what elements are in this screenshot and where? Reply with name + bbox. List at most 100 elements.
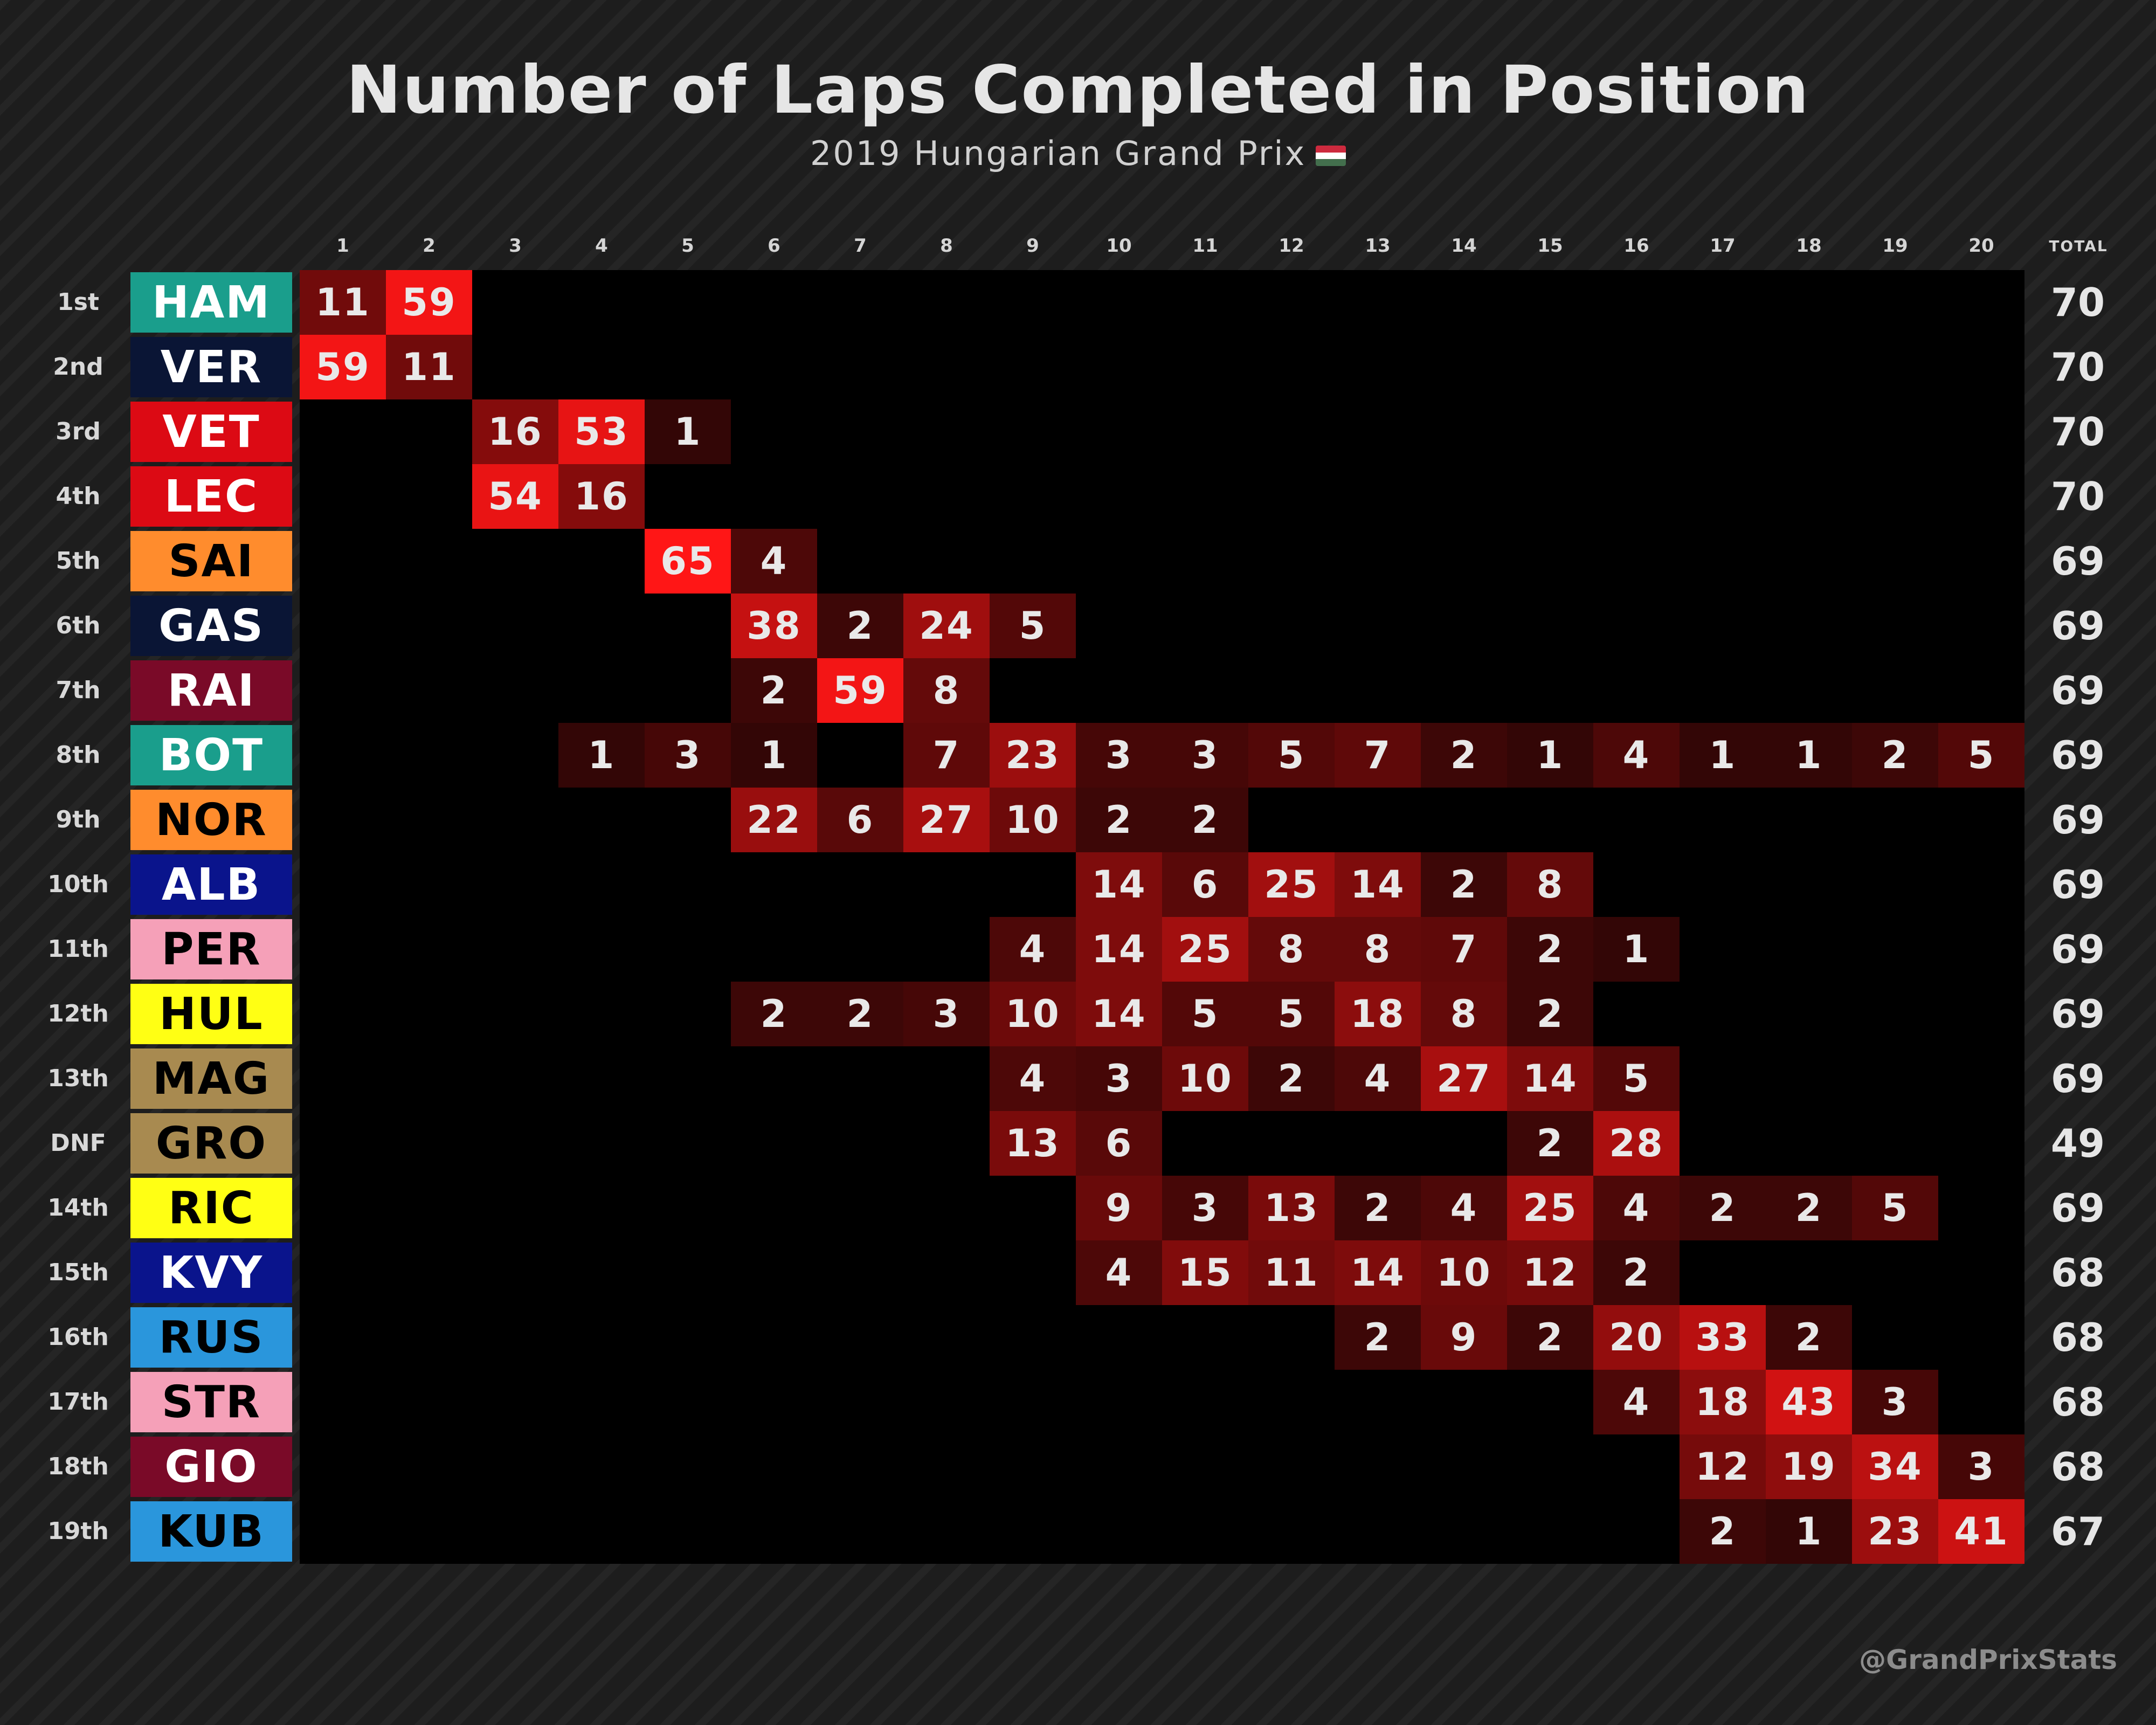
heatmap-cell: 2 (1421, 723, 1507, 788)
row-total: 68 (2050, 1379, 2105, 1425)
heatmap-cell: 38 (731, 594, 817, 658)
heatmap-cell: 12 (1680, 1434, 1766, 1499)
heatmap-cell: 2 (731, 658, 817, 723)
position-label: 3rd (56, 418, 101, 445)
heatmap-cell: 4 (990, 917, 1076, 982)
row-total: 68 (2050, 1250, 2105, 1295)
driver-tag-gro: GRO (130, 1113, 292, 1174)
position-label: 19th (47, 1517, 109, 1545)
row-total: 70 (2050, 474, 2105, 519)
driver-tag-lec: LEC (130, 466, 292, 527)
heatmap-cell: 2 (1593, 1240, 1680, 1305)
driver-tag-mag: MAG (130, 1048, 292, 1109)
heatmap-cell: 27 (903, 788, 990, 852)
heatmap-cell: 14 (1335, 1240, 1421, 1305)
heatmap-cell: 3 (1852, 1370, 1938, 1434)
heatmap-cell: 18 (1680, 1370, 1766, 1434)
heatmap-cell: 11 (1248, 1240, 1335, 1305)
position-label: 13th (47, 1065, 109, 1092)
heatmap-cell: 11 (386, 335, 472, 399)
heatmap-cell: 1 (1766, 723, 1852, 788)
heatmap-cell: 8 (1335, 917, 1421, 982)
watermark: @GrandPrixStats (1859, 1644, 2117, 1675)
row-total: 68 (2050, 1315, 2105, 1360)
heatmap-cell: 18 (1335, 982, 1421, 1046)
heatmap-cell: 2 (1507, 917, 1593, 982)
driver-tag-str: STR (130, 1372, 292, 1432)
position-label: 17th (47, 1388, 109, 1416)
column-header-6: 6 (768, 235, 780, 257)
heatmap-cell: 5 (990, 594, 1076, 658)
column-header-10: 10 (1106, 235, 1132, 257)
heatmap-cell: 16 (558, 464, 645, 529)
heatmap-cell: 2 (1421, 852, 1507, 917)
heatmap-cell: 53 (558, 399, 645, 464)
heatmap-cell: 54 (472, 464, 558, 529)
row-total: 69 (2050, 1185, 2105, 1231)
position-label: 6th (56, 612, 101, 639)
heatmap-cell: 13 (990, 1111, 1076, 1176)
heatmap-cell: 14 (1335, 852, 1421, 917)
row-total: 70 (2050, 344, 2105, 390)
heatmap-cell: 5 (1938, 723, 2024, 788)
column-header-5: 5 (681, 235, 694, 257)
column-header-2: 2 (423, 235, 436, 257)
heatmap-cell: 5 (1593, 1046, 1680, 1111)
heatmap-cell: 13 (1248, 1176, 1335, 1240)
row-total: 69 (2050, 733, 2105, 778)
heatmap-cell: 14 (1076, 852, 1162, 917)
heatmap-cell: 6 (817, 788, 903, 852)
position-label: DNF (50, 1129, 106, 1157)
row-total: 69 (2050, 539, 2105, 584)
driver-tag-bot: BOT (130, 725, 292, 785)
heatmap-cell: 3 (645, 723, 731, 788)
position-label: 7th (56, 677, 101, 704)
heatmap-cell: 1 (731, 723, 817, 788)
heatmap-cell: 4 (1076, 1240, 1162, 1305)
hungary-flag-icon (1316, 145, 1346, 166)
driver-tag-kub: KUB (130, 1501, 292, 1562)
heatmap-cell: 2 (1248, 1046, 1335, 1111)
driver-tag-alb: ALB (130, 854, 292, 915)
heatmap-cell: 23 (990, 723, 1076, 788)
row-total: 69 (2050, 797, 2105, 843)
column-header-18: 18 (1796, 235, 1822, 257)
heatmap-cell: 8 (903, 658, 990, 723)
position-label: 12th (47, 1000, 109, 1027)
heatmap-cell: 2 (817, 982, 903, 1046)
heatmap-cell: 2 (1162, 788, 1248, 852)
heatmap-cell: 3 (1162, 1176, 1248, 1240)
heatmap-cell: 8 (1507, 852, 1593, 917)
heatmap-cell: 7 (903, 723, 990, 788)
heatmap-cell: 12 (1507, 1240, 1593, 1305)
heatmap-cell: 10 (1162, 1046, 1248, 1111)
column-header-17: 17 (1710, 235, 1736, 257)
heatmap-cell: 4 (1593, 1176, 1680, 1240)
heatmap-cell: 23 (1852, 1499, 1938, 1564)
heatmap-cell: 20 (1593, 1305, 1680, 1370)
heatmap-cell: 7 (1335, 723, 1421, 788)
heatmap-cell: 4 (1421, 1176, 1507, 1240)
subtitle-text: 2019 Hungarian Grand Prix (810, 134, 1307, 173)
position-label: 14th (47, 1194, 109, 1222)
column-header-11: 11 (1192, 235, 1218, 257)
position-label: 10th (47, 871, 109, 898)
driver-tag-hul: HUL (130, 984, 292, 1044)
heatmap-cell: 14 (1507, 1046, 1593, 1111)
heatmap-cell: 2 (1680, 1176, 1766, 1240)
heatmap-cell: 3 (1162, 723, 1248, 788)
driver-tag-nor: NOR (130, 790, 292, 850)
heatmap-cell: 6 (1162, 852, 1248, 917)
driver-tag-ver: VER (130, 337, 292, 397)
heatmap-cell: 2 (1766, 1305, 1852, 1370)
driver-tag-rus: RUS (130, 1307, 292, 1368)
row-total: 70 (2050, 409, 2105, 454)
heatmap-cell: 2 (731, 982, 817, 1046)
heatmap-grid: 11 59 59 11 16 53 1 54 16 65 4 38 2 24 5 2 59 8 1 3 1 7 23 3 3 5 7… (300, 270, 2024, 1564)
row-total: 69 (2050, 603, 2105, 648)
position-label: 15th (47, 1259, 109, 1286)
position-label: 4th (56, 482, 101, 510)
heatmap-cell: 1 (1593, 917, 1680, 982)
heatmap-cell: 24 (903, 594, 990, 658)
row-total: 67 (2050, 1509, 2105, 1554)
